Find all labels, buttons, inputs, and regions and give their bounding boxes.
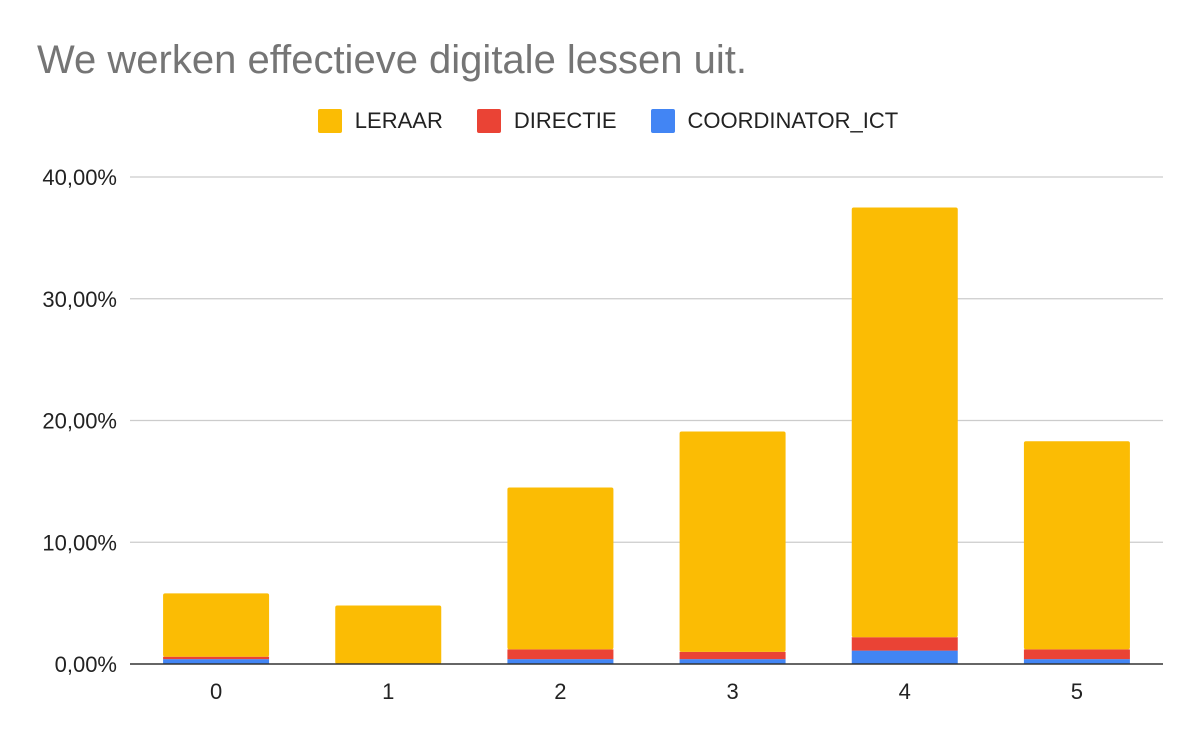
bar-coordinator-ict-4[interactable]: [851, 650, 958, 664]
legend-item-coordinator-ict[interactable]: COORDINATOR_ICT: [650, 108, 899, 134]
y-tick-label: 0,00%: [55, 652, 117, 677]
bar-directie-4[interactable]: [851, 637, 958, 651]
y-tick-label: 40,00%: [42, 165, 117, 190]
bar-leraar-3[interactable]: [679, 431, 786, 652]
legend-label-coordinator-ict: COORDINATOR_ICT: [687, 108, 899, 133]
bar-directie-0[interactable]: [163, 656, 270, 660]
legend: LERAAR DIRECTIE COORDINATOR_ICT: [0, 108, 1200, 134]
x-tick-label: 3: [726, 679, 738, 704]
x-tick-label: 2: [554, 679, 566, 704]
x-tick-label: 5: [1071, 679, 1083, 704]
bar-coordinator-ict-3[interactable]: [679, 659, 786, 664]
y-tick-label: 10,00%: [42, 530, 117, 555]
legend-swatch-directie: [476, 109, 501, 133]
x-tick-label: 0: [210, 679, 222, 704]
bar-coordinator-ict-2[interactable]: [507, 659, 614, 664]
y-tick-label: 30,00%: [42, 287, 117, 312]
bar-directie-3[interactable]: [679, 651, 786, 660]
legend-label-leraar: LERAAR: [354, 108, 443, 133]
bar-directie-2[interactable]: [507, 649, 614, 660]
bar-leraar-2[interactable]: [507, 487, 614, 650]
legend-swatch-leraar: [317, 109, 342, 133]
x-tick-label: 4: [899, 679, 911, 704]
bar-leraar-4[interactable]: [851, 207, 958, 638]
bar-coordinator-ict-5[interactable]: [1023, 659, 1130, 664]
legend-item-leraar[interactable]: LERAAR: [317, 108, 443, 134]
bar-directie-5[interactable]: [1023, 649, 1130, 660]
legend-label-directie: DIRECTIE: [513, 108, 617, 133]
bar-leraar-1[interactable]: [335, 605, 442, 664]
legend-swatch-coordinator-ict: [650, 109, 675, 133]
bar-leraar-0[interactable]: [163, 593, 270, 657]
chart-title: We werken effectieve digitale lessen uit…: [37, 38, 748, 82]
bar-leraar-5[interactable]: [1023, 441, 1130, 650]
bar-coordinator-ict-0[interactable]: [163, 659, 270, 664]
legend-item-directie[interactable]: DIRECTIE: [476, 108, 617, 134]
y-tick-label: 20,00%: [42, 409, 117, 434]
x-tick-label: 1: [382, 679, 394, 704]
